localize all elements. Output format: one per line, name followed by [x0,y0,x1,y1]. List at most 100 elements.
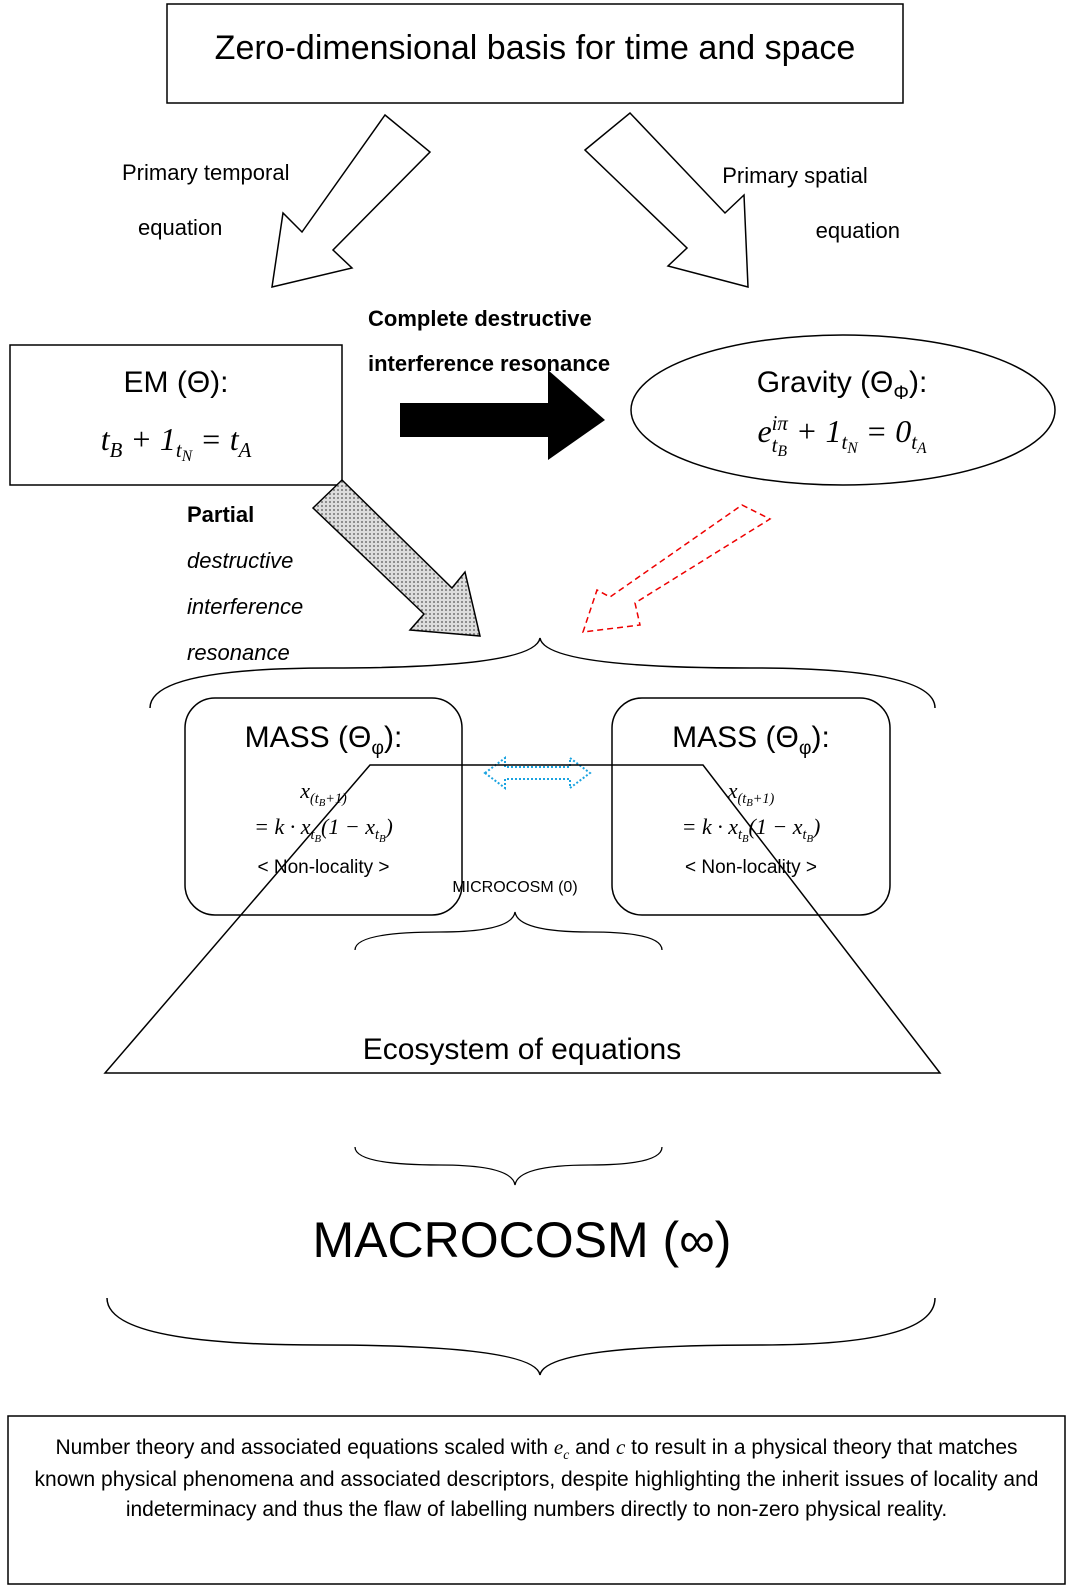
subscript-text: N [181,448,193,466]
label-line: resonance [187,640,290,665]
subscript-text: B [777,442,787,460]
brace [106,1297,936,1376]
subscript: tB [802,827,814,845]
label-line: Partial [187,502,255,527]
math-text: t [100,421,110,457]
math-text: (1 − x [321,814,375,839]
math-text: e [553,1435,564,1459]
partial-label: Partial destructive interference resonance [187,492,387,676]
subscript: (tB+1) [310,791,347,809]
subscript-text: +1) [752,791,775,807]
top-label: Zero-dimensional basis for time and spac… [167,28,903,69]
temporal-label: Primary temporal equation [122,145,382,255]
subscript-text: t [841,431,848,455]
mass-note: < Non-locality > [612,857,890,880]
math-text: ): [908,366,928,399]
subscript-text: t [310,827,315,843]
subscript-text: N [847,440,858,458]
brace [354,1146,663,1186]
red-arrow [581,504,772,633]
mass-box [611,697,891,916]
label: Zero-dimensional basis for time and spac… [214,29,856,67]
ecosystem: Ecosystem of equations [272,1032,772,1068]
label-line: destructive [187,548,294,573]
math-text: c [616,1435,626,1459]
math-text: = k · x [254,814,311,839]
math-text: (1 − x [748,814,803,839]
label: MACROCOSM (∞) [312,1212,732,1268]
subscript-text: t [738,827,742,843]
subscript: tB [310,827,322,845]
label-line: interference [187,594,304,619]
macrocosm: MACROCOSM (∞) [222,1210,822,1270]
subscript-text: B [109,439,123,463]
subscript-text: B [318,796,326,809]
subscript-text: φ [798,736,812,759]
math-text: + 1 [787,413,842,449]
math-text: MASS (Θ [244,721,372,754]
mass-line: = k · xtB(1 − xtB) [185,814,462,845]
math-text: ) [385,814,393,839]
nonlocal-arrow [483,756,592,790]
note: < Non-locality > [257,857,390,878]
subscript: (tB+1) [737,791,775,809]
temporal-arrow [271,113,432,288]
label-line: Complete destructive [368,306,592,331]
subscript-text: c [563,1446,570,1462]
footer-text: Number theory and associated equations s… [30,1432,1043,1525]
label: MICROCOSM (0) [452,879,578,896]
subscript: B [110,439,123,462]
brace [354,911,663,951]
subscript-text: B [746,796,753,809]
mass-title: MASS (Θφ): [612,720,890,759]
subscript: tB [771,433,788,460]
math-text: ): [384,721,403,754]
mass-title: MASS (Θφ): [185,720,462,759]
math-text: ): [811,721,830,754]
mass-line: = k · xtB(1 − xtB) [612,814,890,845]
complete-arrow [400,370,605,460]
label-line: interference resonance [368,351,611,376]
math-text: + 1 [122,421,176,457]
microcosm: MICROCOSM (0) [365,878,665,897]
subscript-text: B [378,832,386,845]
subscript: c [563,1447,569,1462]
math-text: and [569,1436,617,1459]
top-box [166,3,904,104]
math-text: EM (Θ): [123,366,229,399]
label-line: equation [138,215,223,240]
superscript: iπ [771,411,788,435]
math-text: = k · x [681,814,738,839]
subscript: φ [799,737,812,759]
mass-line: x(tB+1) [185,778,462,809]
spatial-arrow [583,111,749,288]
subscript: tN [841,431,858,458]
math-text: x [727,778,738,803]
subscript: Φ [893,382,909,404]
subscript: φ [371,737,384,759]
subscript-text: A [238,439,252,463]
subscript-text: t [374,827,379,843]
label: Ecosystem of equations [362,1033,682,1066]
note: < Non-locality > [684,857,817,878]
math-text: MASS (Θ [672,721,799,754]
subscript-text: B [806,832,814,845]
subscript: tB [738,827,749,845]
math-text: x [300,778,310,803]
subscript-text: (t [737,791,747,807]
mass-box [184,697,463,916]
brace [149,637,936,709]
math-text: ) [813,814,821,839]
gravity-ellipse [630,334,1056,486]
math-text: Gravity (Θ [756,366,894,399]
spatial-label: Primary spatial equation [690,148,900,258]
subscript: tB [374,827,386,845]
subscript-text: B [314,832,322,845]
gravity-title: Gravity (ΘΦ): [632,365,1052,404]
subscript-text: t [771,433,778,457]
trapezoid [103,764,942,1074]
gravity-equation: e iπ tB + 1tN = 0tA [632,411,1052,460]
em-equation: tB + 1tN = tA [10,420,342,465]
